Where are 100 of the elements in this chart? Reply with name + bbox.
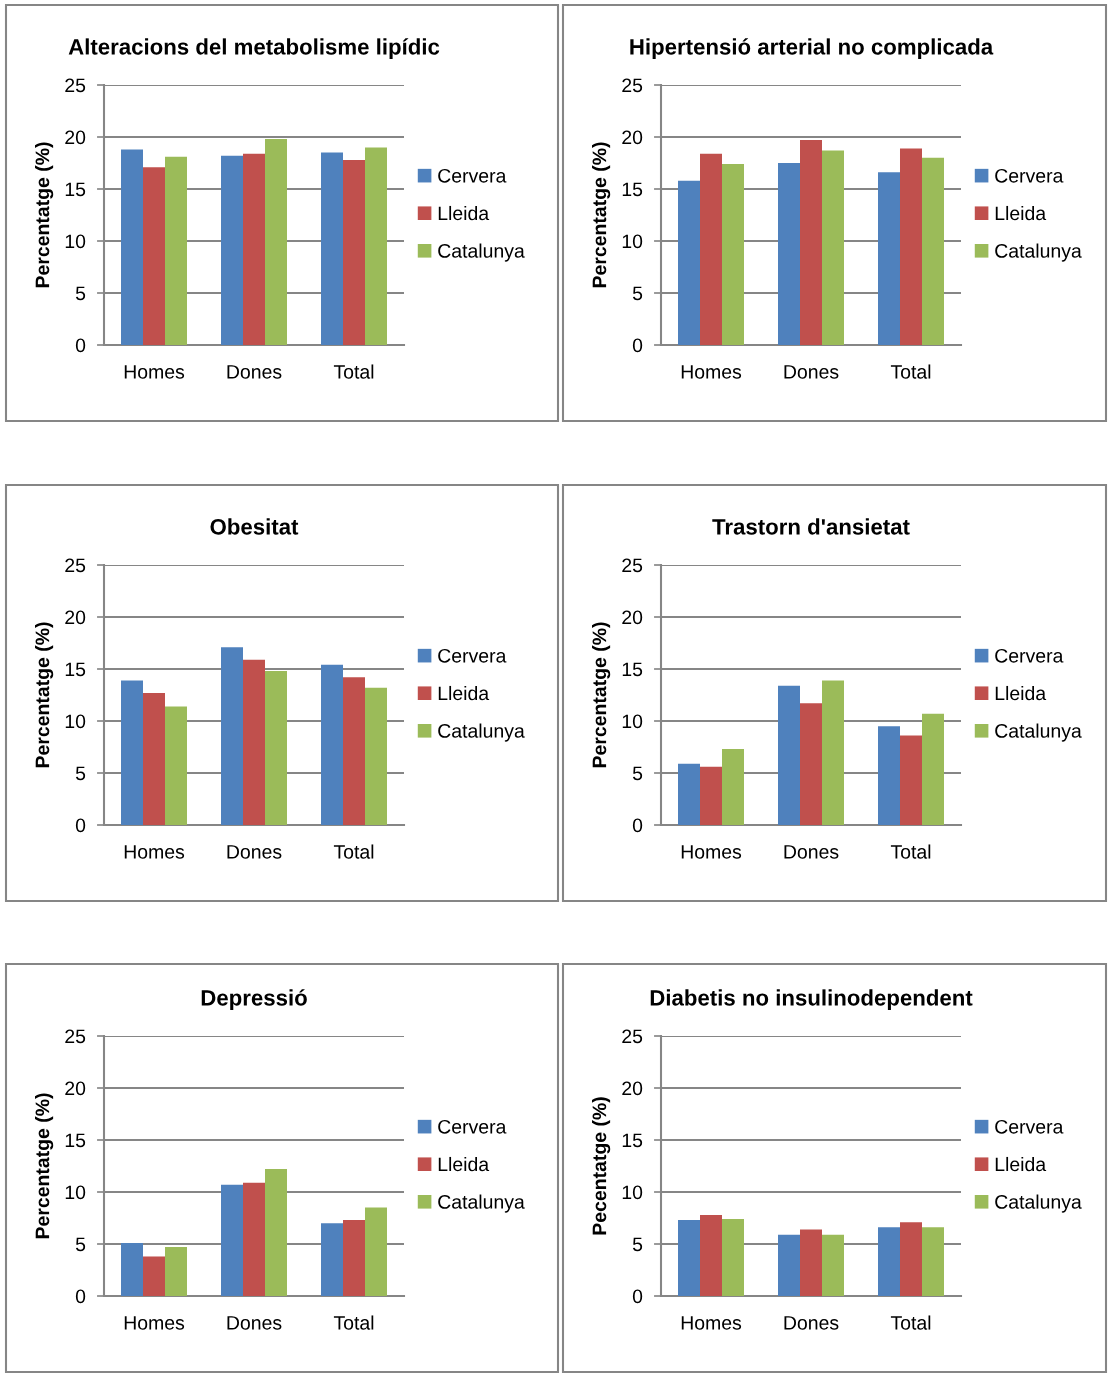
- bar: [343, 159, 365, 345]
- bar: [265, 671, 287, 825]
- bar: [900, 1222, 922, 1296]
- y-tick-label: 5: [632, 286, 643, 301]
- x-tick-label: Total: [890, 844, 931, 859]
- chart-title: Obesitat: [210, 518, 299, 535]
- bar: [822, 680, 844, 825]
- y-tick-label: 20: [65, 1081, 86, 1096]
- x-tick-label: Dones: [227, 1316, 282, 1330]
- legend-label: Lleida: [438, 685, 490, 701]
- bar: [365, 1207, 387, 1296]
- y-axis-title: Percentatge (%): [35, 622, 54, 768]
- legend-label: Lleida: [438, 205, 490, 221]
- y-tick-label: 0: [632, 338, 643, 353]
- legend-label: Lleida: [438, 1156, 490, 1172]
- legend-label: Lleida: [995, 685, 1047, 701]
- y-tick-label: 5: [75, 766, 86, 781]
- x-tick-label: Total: [333, 1315, 374, 1330]
- legend-label: Cervera: [438, 648, 507, 663]
- x-tick-label: Homes: [124, 1316, 185, 1330]
- bar: [343, 677, 365, 825]
- legend-label: Catalunya: [995, 1194, 1082, 1213]
- y-tick-label: 25: [65, 78, 86, 93]
- y-tick-label: 25: [65, 558, 86, 573]
- y-tick-label: 20: [65, 610, 86, 625]
- x-tick-label: Homes: [681, 845, 742, 859]
- y-tick-label: 20: [622, 130, 643, 145]
- bar: [321, 1223, 343, 1296]
- y-tick-label: 25: [622, 78, 643, 93]
- chart-title: Trastorn d'ansietat: [712, 518, 910, 535]
- bar: [143, 167, 165, 345]
- bar: [165, 706, 187, 825]
- legend-label: Catalunya: [995, 243, 1082, 262]
- x-tick-label: Total: [890, 1315, 931, 1330]
- bar: [243, 1182, 265, 1296]
- bar: [722, 1219, 744, 1296]
- x-tick-label: Homes: [124, 845, 185, 859]
- legend-label: Cervera: [438, 1119, 507, 1134]
- y-tick-label: 5: [632, 766, 643, 781]
- legend-label: Cervera: [438, 168, 507, 183]
- bar: [165, 156, 187, 345]
- bar: [265, 1169, 287, 1296]
- y-tick-label: 10: [622, 1185, 643, 1200]
- y-tick-label: 25: [622, 1029, 643, 1044]
- x-tick-label: Dones: [227, 365, 282, 379]
- bar: [365, 687, 387, 825]
- bar: [321, 664, 343, 825]
- chart-title: Depressió: [201, 989, 307, 1011]
- y-tick-label: 15: [622, 1133, 643, 1148]
- y-tick-label: 10: [622, 714, 643, 729]
- bar: [778, 1234, 800, 1296]
- legend-label: Lleida: [995, 205, 1047, 221]
- y-tick-label: 10: [622, 234, 643, 249]
- legend-label: Catalunya: [995, 723, 1082, 742]
- y-tick-label: 0: [632, 1289, 643, 1304]
- bar: [878, 1227, 900, 1296]
- bar: [221, 647, 243, 825]
- bar: [822, 1234, 844, 1296]
- bar: [121, 1242, 143, 1296]
- y-tick-label: 20: [622, 1081, 643, 1096]
- y-tick-label: 10: [65, 1185, 86, 1200]
- bar: [143, 1256, 165, 1296]
- bar: [922, 1227, 944, 1296]
- y-tick-label: 5: [632, 1237, 643, 1252]
- bar: [678, 763, 700, 825]
- chart-title: Alteracions del metabolisme lipídic: [68, 38, 440, 60]
- x-tick-label: Total: [333, 364, 374, 379]
- x-tick-label: Dones: [227, 845, 282, 859]
- y-tick-label: 10: [65, 714, 86, 729]
- x-tick-label: Homes: [124, 365, 185, 379]
- y-tick-label: 20: [622, 610, 643, 625]
- bar: [343, 1220, 365, 1296]
- y-tick-label: 10: [65, 234, 86, 249]
- legend-label: Catalunya: [438, 723, 525, 742]
- y-tick-label: 0: [75, 338, 86, 353]
- bar: [700, 153, 722, 345]
- y-tick-label: 0: [75, 1289, 86, 1304]
- y-axis-title: Percentatge (%): [592, 142, 611, 288]
- y-axis-title: Percentatge (%): [592, 622, 611, 768]
- x-tick-label: Homes: [681, 365, 742, 379]
- bar: [800, 703, 822, 825]
- bar: [121, 680, 143, 825]
- y-tick-label: 0: [632, 818, 643, 833]
- bar: [878, 172, 900, 345]
- x-tick-label: Total: [333, 844, 374, 859]
- bar: [678, 180, 700, 345]
- y-tick-label: 15: [622, 662, 643, 677]
- bar: [365, 147, 387, 345]
- y-tick-label: 25: [622, 558, 643, 573]
- bar: [121, 149, 143, 345]
- y-tick-label: 15: [65, 662, 86, 677]
- bar: [243, 153, 265, 345]
- y-axis-title: Percentatge (%): [35, 142, 54, 288]
- bar: [822, 150, 844, 345]
- legend-label: Lleida: [995, 1156, 1047, 1172]
- bar: [143, 692, 165, 825]
- bar: [678, 1220, 700, 1296]
- bar: [778, 163, 800, 345]
- bar: [700, 1214, 722, 1296]
- y-tick-label: 5: [75, 286, 86, 301]
